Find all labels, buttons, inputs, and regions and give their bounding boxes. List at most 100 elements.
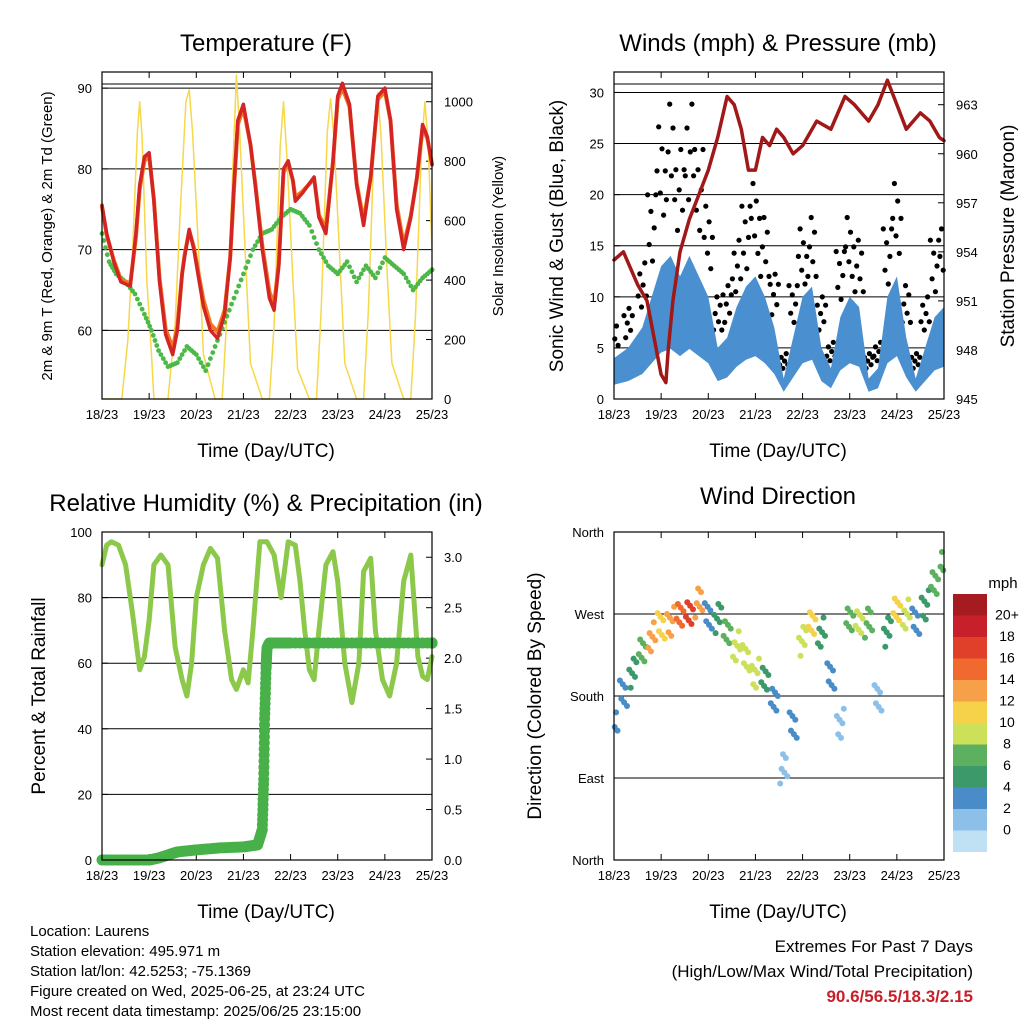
direction-point	[867, 609, 874, 616]
pressure-series	[612, 78, 946, 385]
gust-point	[703, 203, 709, 209]
y-tick-label: East	[578, 771, 604, 786]
direction-point	[708, 625, 715, 632]
dewpoint-point	[104, 252, 110, 258]
gust-point	[684, 125, 690, 131]
gust-point	[736, 237, 742, 243]
dewpoint-point	[234, 289, 239, 295]
extremes-box: Extremes For Past 7 Days (High/Low/Max W…	[672, 934, 973, 1009]
gust-point	[819, 294, 825, 300]
gust-point	[901, 301, 907, 307]
x-tick-label: 19/23	[645, 868, 678, 883]
legend-label: 4	[1003, 779, 1011, 795]
gust-point	[936, 237, 942, 243]
legend-label: 8	[1003, 736, 1011, 752]
direction-point	[897, 602, 904, 609]
y-tick-label: 60	[78, 323, 92, 338]
gust-point	[645, 192, 651, 198]
y2-tick-label: 2.0	[444, 651, 462, 666]
station-elevation: Station elevation: 495.971 m	[30, 943, 221, 960]
direction-point	[811, 631, 818, 637]
gust-point	[937, 253, 943, 259]
gust-point	[891, 180, 898, 187]
dewpoint-point	[250, 247, 256, 253]
direction-point	[690, 606, 696, 613]
direction-ylabel: Direction (Colored By Speed)	[525, 572, 546, 819]
direction-point	[848, 627, 855, 634]
gust-point	[624, 320, 630, 326]
gust-point	[766, 273, 772, 279]
gust-point	[628, 327, 634, 333]
dewpoint-point	[403, 275, 409, 281]
y-tick-label: 25	[590, 137, 604, 152]
x-tick-label: 21/23	[227, 868, 260, 883]
gust-point	[860, 289, 866, 295]
y2-tick-label: 960	[956, 147, 978, 162]
dewpoint-point	[201, 364, 206, 370]
gust-point	[774, 302, 780, 308]
y2-tick-label: 1.0	[444, 752, 462, 767]
gust-point	[880, 226, 886, 232]
direction-point	[905, 596, 912, 603]
winds-title: Winds (mph) & Pressure (mb)	[619, 30, 936, 57]
x-tick-label: 24/23	[369, 407, 402, 422]
direction-point	[641, 658, 648, 665]
dewpoint-point	[375, 270, 381, 276]
gust-point	[733, 289, 739, 295]
direction-point	[862, 634, 868, 641]
legend-swatch	[953, 615, 987, 637]
direction-point	[906, 614, 913, 621]
gust-point	[810, 259, 816, 265]
dewpoint-point	[196, 356, 202, 361]
direction-point	[632, 673, 638, 680]
gust-point	[689, 101, 695, 107]
gust-point	[679, 207, 686, 213]
dewpoint-point	[205, 362, 211, 368]
gust-point	[637, 271, 643, 277]
gust-point	[855, 237, 861, 243]
y2-tick-label: 3.0	[444, 550, 462, 565]
gust-point	[836, 260, 843, 267]
dewpoint-point	[150, 333, 156, 338]
solar-series	[101, 74, 433, 400]
gust-point	[692, 146, 698, 153]
gust-point	[648, 208, 654, 214]
gust-point	[772, 271, 778, 277]
gust-point	[729, 276, 736, 282]
dewpoint-point	[210, 350, 216, 355]
dewpoint-point	[243, 265, 249, 271]
direction-point	[820, 614, 827, 621]
direction-point	[850, 612, 857, 619]
direction-point	[784, 773, 791, 780]
speed-legend-title: mph	[988, 575, 1017, 592]
direction-point	[777, 780, 784, 787]
dewpoint-point	[354, 279, 359, 285]
gust-point	[686, 197, 692, 203]
gust-point	[794, 283, 800, 289]
dewpoint-point	[208, 356, 213, 361]
direction-point	[878, 707, 885, 714]
gust-point	[890, 215, 896, 221]
gust-point	[775, 281, 782, 287]
gust-point	[676, 187, 682, 193]
y-tick-label: 80	[78, 162, 92, 177]
direction-point	[735, 628, 742, 635]
gust-point	[923, 310, 929, 317]
gust-point	[674, 227, 681, 233]
legend-swatch	[953, 766, 987, 788]
direction-point	[916, 631, 923, 637]
y2-tick-label: 957	[956, 196, 978, 211]
x-tick-label: 19/23	[645, 407, 678, 422]
gust-point	[727, 310, 733, 316]
gust-point	[657, 190, 663, 196]
direction-point	[839, 720, 846, 727]
direction-point	[858, 630, 865, 637]
dewpoint-point	[231, 295, 237, 301]
gust-point	[813, 273, 819, 279]
legend-label: 20+	[995, 607, 1019, 623]
legend-label: 12	[999, 693, 1015, 709]
direction-point	[726, 640, 733, 647]
dewpoint-point	[229, 301, 235, 307]
direction-panel: Wind Direction Time (Day/UTC) Direction …	[525, 483, 1019, 923]
direction-point	[933, 591, 940, 597]
